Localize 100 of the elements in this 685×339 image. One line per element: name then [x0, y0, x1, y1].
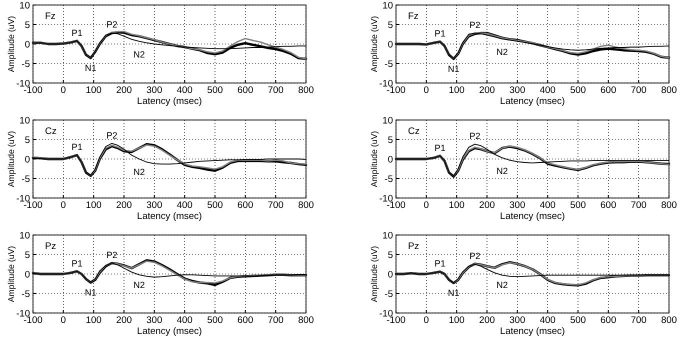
annotation: P1	[71, 142, 82, 152]
x-tick-label: 600	[237, 315, 254, 326]
text: Cz	[408, 126, 420, 137]
y-tick-label: -5	[22, 59, 30, 70]
y-tick-label: 10	[382, 116, 393, 126]
annotation: P2	[106, 250, 118, 260]
x-tick-label: 100	[86, 315, 102, 326]
y-axis-title: Amplitude (uV)	[6, 246, 16, 302]
x-tick-label: 0	[424, 200, 429, 211]
annotation: N1	[448, 288, 460, 298]
annotation: P2	[106, 130, 118, 140]
y-tick-label: -5	[384, 59, 393, 70]
x-tick-label: 800	[661, 315, 677, 326]
x-tick-label: 300	[146, 85, 162, 96]
x-tick-label: 600	[600, 85, 616, 96]
x-tick-label: -100	[23, 315, 43, 326]
x-tick-label: 800	[298, 200, 314, 211]
x-tick-label: 400	[176, 85, 193, 96]
x-axis-title: Latency (msec)	[500, 326, 565, 337]
x-axis-title: Latency (msec)	[137, 211, 202, 222]
y-tick-label: 5	[24, 250, 30, 261]
y-tick-label: 5	[388, 20, 393, 31]
annotation: N2	[133, 280, 145, 290]
annotation: P1	[71, 28, 82, 38]
x-tick-label: 400	[176, 200, 193, 211]
x-tick-label: 400	[540, 85, 556, 96]
y-tick-label: 0	[24, 40, 30, 50]
y-tick-label: 0	[388, 270, 393, 280]
y-tick-label: 5	[388, 250, 393, 261]
x-tick-label: 700	[630, 85, 647, 96]
x-tick-label: 500	[570, 85, 586, 96]
x-tick-label: 100	[86, 200, 102, 211]
x-tick-label: 100	[86, 85, 102, 96]
annotation: P2	[469, 131, 480, 142]
x-tick-label: 800	[661, 85, 677, 96]
y-tick-label: 10	[19, 230, 30, 242]
text: Pz	[408, 241, 420, 252]
x-tick-label: 0	[60, 315, 66, 326]
y-axis-title: Amplitude (uV)	[369, 130, 379, 188]
x-tick-label: 800	[661, 200, 677, 211]
y-axis-title: Amplitude (uV)	[369, 16, 379, 72]
x-tick-label: 700	[268, 315, 284, 326]
y-tick-label: 10	[382, 230, 393, 242]
x-tick-label: 0	[60, 200, 66, 211]
x-tick-label: 600	[600, 315, 616, 326]
x-tick-label: 0	[60, 85, 66, 96]
x-tick-label: -100	[386, 315, 406, 326]
y-tick-label: 5	[388, 135, 393, 146]
x-tick-label: 700	[630, 315, 647, 326]
x-tick-label: 300	[146, 200, 162, 211]
x-tick-label: 300	[509, 200, 526, 211]
x-axis-title: Latency (msec)	[500, 96, 565, 107]
annotation: N2	[496, 280, 508, 290]
x-tick-label: 200	[479, 85, 495, 96]
y-tick-label: -5	[22, 174, 30, 185]
x-tick-label: 200	[116, 315, 132, 326]
annotation: P1	[434, 258, 446, 269]
text: Fz	[408, 11, 419, 22]
x-tick-label: -100	[23, 200, 43, 211]
x-axis-title: Latency (msec)	[137, 326, 202, 337]
x-tick-label: 200	[116, 200, 132, 211]
x-tick-label: 100	[448, 200, 465, 211]
annotation: N2	[133, 167, 145, 177]
y-tick-label: -5	[384, 289, 393, 300]
x-tick-label: 600	[237, 200, 254, 211]
x-tick-label: 800	[298, 315, 314, 326]
x-tick-label: -100	[23, 85, 43, 96]
y-tick-label: 0	[24, 270, 30, 280]
x-tick-label: 300	[509, 315, 526, 326]
x-tick-label: 0	[424, 85, 429, 96]
x-tick-label: 700	[268, 85, 284, 96]
y-tick-label: 5	[24, 135, 30, 146]
annotation: N2	[496, 46, 508, 57]
annotation: N2	[133, 49, 145, 60]
annotation: N1	[448, 64, 460, 74]
x-tick-label: 500	[570, 315, 586, 326]
y-axis-title: Amplitude (uV)	[6, 130, 16, 188]
text: Fz	[45, 11, 56, 22]
x-axis-title: Latency (msec)	[137, 96, 202, 107]
annotation: P2	[106, 19, 118, 30]
x-tick-label: 700	[268, 200, 284, 211]
y-tick-label: -5	[384, 174, 393, 185]
text: Pz	[45, 241, 56, 252]
y-tick-label: 0	[388, 40, 393, 50]
y-tick-label: 5	[24, 20, 30, 31]
x-tick-label: 700	[630, 200, 647, 211]
x-tick-label: 100	[448, 315, 465, 326]
annotation: N1	[84, 288, 96, 298]
x-tick-label: -100	[386, 200, 406, 211]
y-tick-label: 10	[19, 116, 30, 126]
x-tick-label: 500	[207, 85, 223, 96]
y-tick-label: 10	[382, 0, 393, 12]
annotation: P1	[434, 28, 446, 39]
y-tick-label: 0	[388, 154, 393, 166]
x-tick-label: 0	[424, 315, 429, 326]
x-tick-label: 500	[207, 315, 223, 326]
x-tick-label: 200	[116, 85, 132, 96]
annotation: P2	[469, 20, 480, 30]
x-tick-label: 800	[298, 85, 314, 96]
x-tick-label: 500	[207, 200, 223, 211]
